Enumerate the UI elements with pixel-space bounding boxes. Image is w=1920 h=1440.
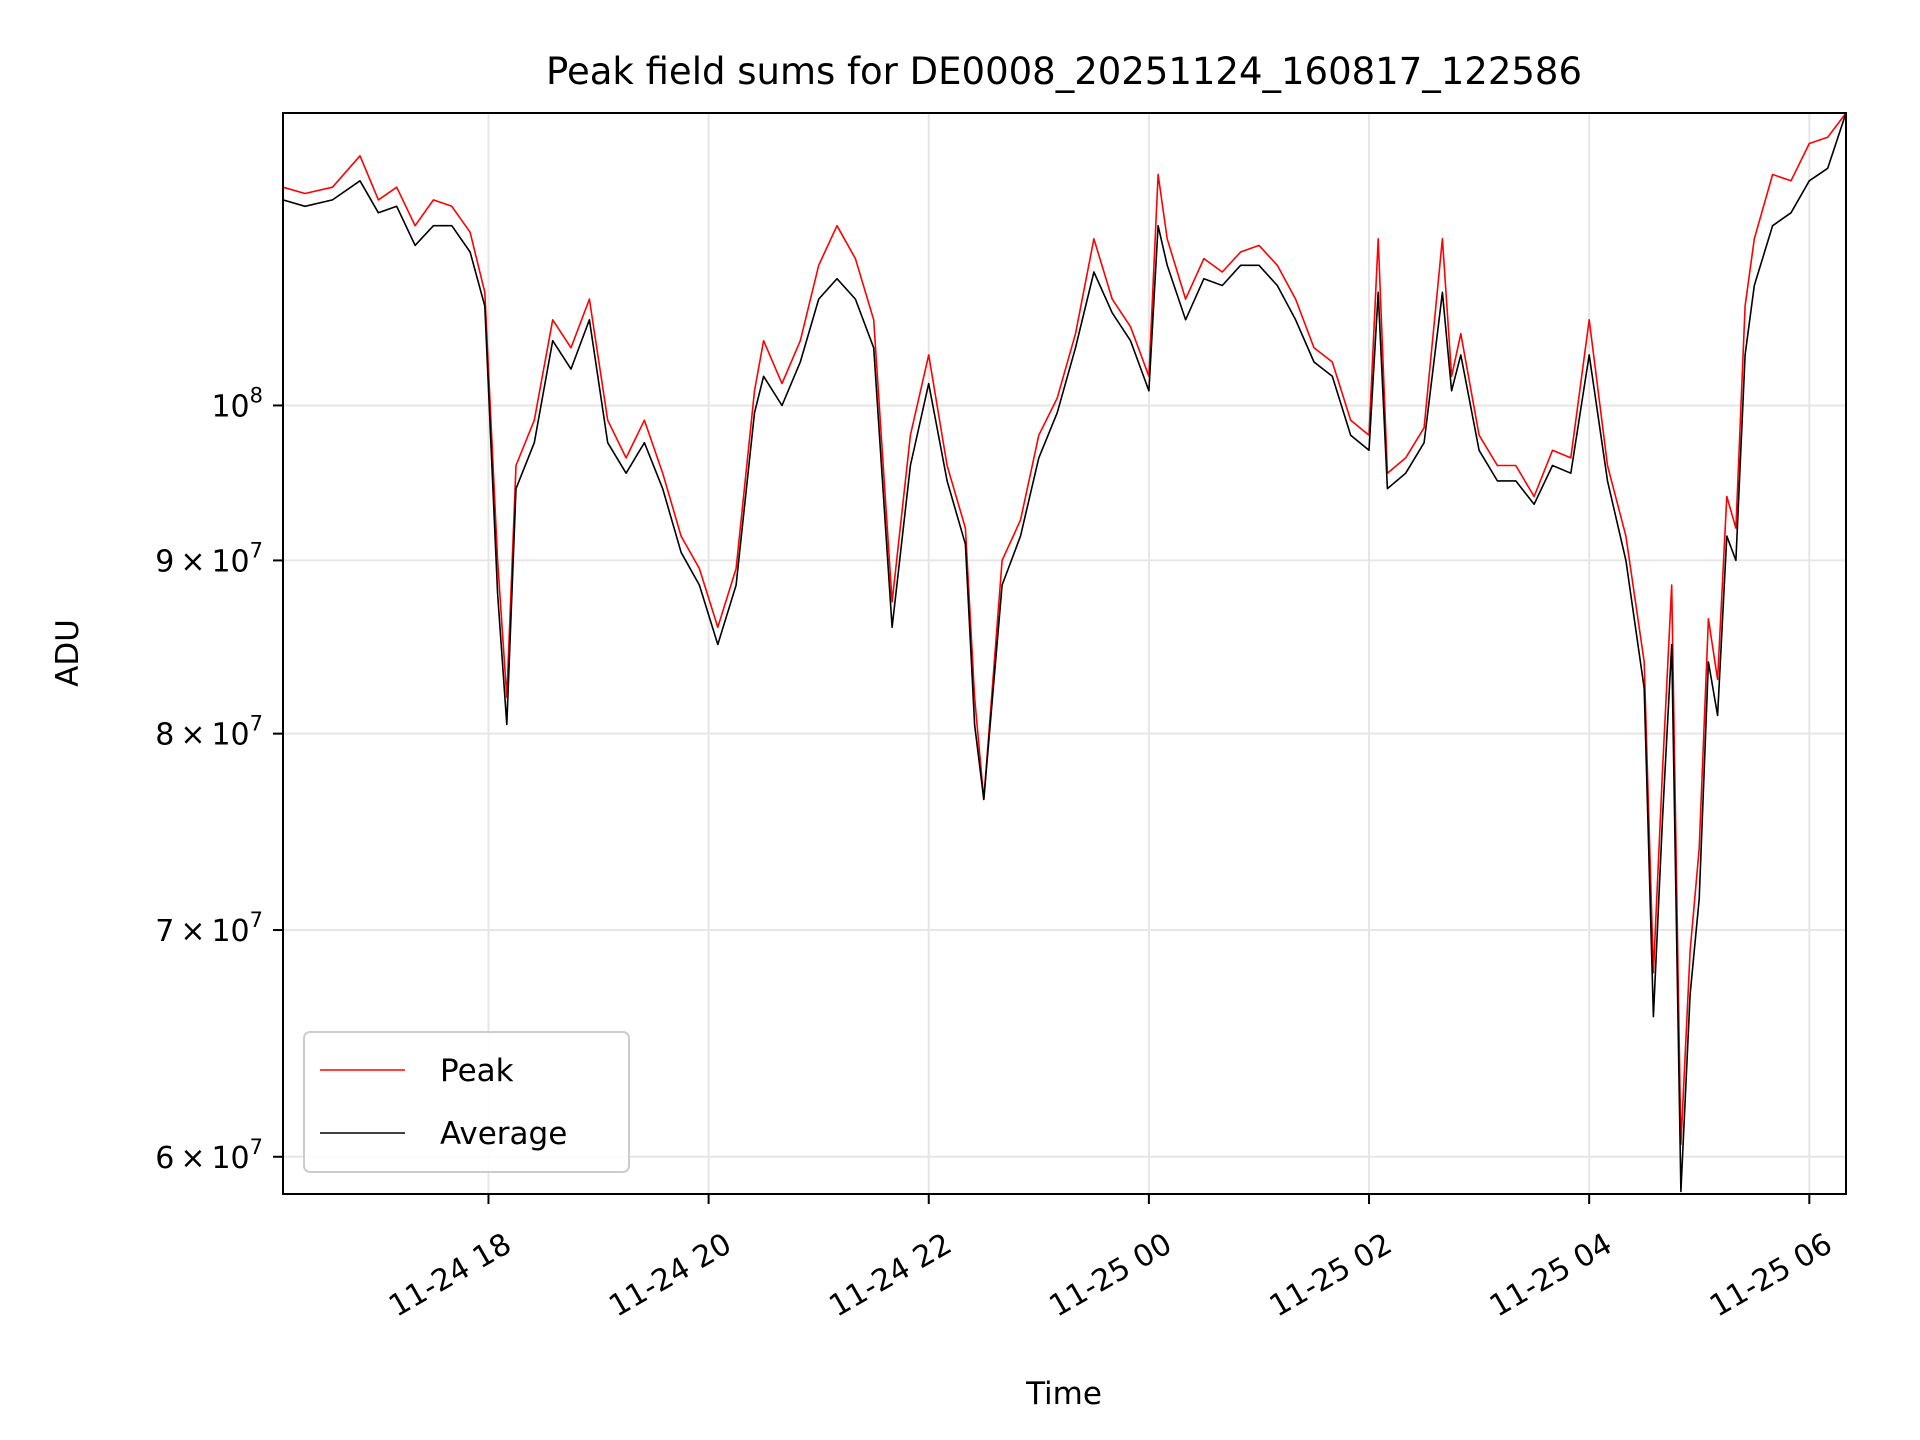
- series-line-average: [282, 112, 1847, 1193]
- y-tick-label: 6 × 107: [155, 1135, 263, 1176]
- grid: [283, 113, 1846, 1194]
- chart-title: Peak field sums for DE0008_20251124_1608…: [546, 50, 1582, 93]
- legend-box: [303, 1031, 630, 1173]
- y-tick-label: 9 × 107: [155, 538, 263, 579]
- x-axis-title: Time: [1025, 1376, 1102, 1412]
- y-tick-label: 7 × 107: [155, 908, 263, 949]
- plot-frame: [282, 112, 1847, 1195]
- y-tick-label: 8 × 107: [155, 712, 263, 753]
- y-axis: 6 × 107 7 × 107 8 × 107 9 × 107 108: [155, 383, 283, 1176]
- legend-label-average: Average: [440, 1116, 567, 1152]
- legend-label-peak: Peak: [440, 1053, 514, 1089]
- series-line-peak: [282, 112, 1847, 1146]
- legend: Peak Average: [303, 1031, 630, 1173]
- y-tick-label: 108: [211, 383, 263, 424]
- series-layer: [282, 112, 1847, 1193]
- y-axis-title: ADU: [50, 619, 86, 687]
